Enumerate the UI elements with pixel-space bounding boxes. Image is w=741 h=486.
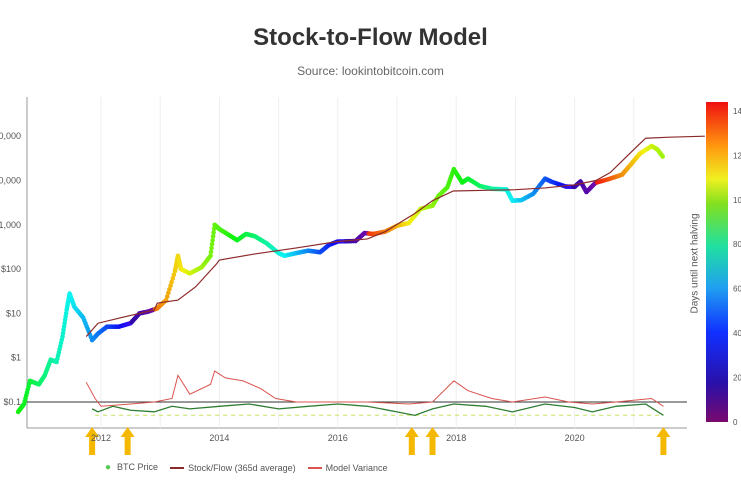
x-tick-label: 2018 — [446, 433, 466, 443]
colorbar-tick-label: 40 — [733, 329, 741, 338]
btc-price-point — [210, 237, 215, 243]
btc-price-point — [167, 286, 172, 292]
colorbar-title: Days until next halving — [689, 213, 701, 314]
btc-price-point — [166, 290, 171, 296]
x-tick-label: 2016 — [328, 433, 348, 443]
colorbar-tick-label: 0 — [733, 418, 738, 427]
y-tick-label: 1,000 — [0, 220, 21, 230]
colorbar — [706, 102, 728, 422]
btc-price-point — [211, 230, 216, 235]
colorbar-tick-label: 20 — [733, 373, 741, 382]
legend-btc-price[interactable]: ● BTC Price — [105, 462, 159, 473]
halving-arrow-icon — [404, 427, 419, 455]
btc-price-point — [660, 154, 665, 159]
legend-model-variance[interactable]: Model Variance — [307, 463, 388, 473]
colorbar-tick-label: 12 — [733, 151, 741, 160]
btc-price-point — [209, 241, 215, 247]
colorbar-tick-label: 14 — [733, 107, 741, 116]
btc-price-point — [171, 272, 177, 278]
halving-arrow-icon — [85, 427, 100, 455]
halving-arrow-icon — [656, 427, 671, 455]
colorbar-tick-label: 10 — [733, 196, 741, 205]
colorbar-tick-label: 80 — [733, 240, 741, 249]
btc-price-point — [208, 249, 214, 255]
x-tick-label: 2020 — [565, 433, 585, 443]
btc-price-point — [208, 253, 213, 259]
x-tick-label: 2012 — [91, 433, 111, 443]
legend-stock-flow[interactable]: Stock/Flow (365d average) — [170, 463, 296, 473]
btc-price-point — [210, 234, 216, 239]
chart-subtitle: Source: lookintobitcoin.com — [297, 64, 444, 78]
btc-price-point — [209, 245, 214, 251]
btc-price-point — [164, 294, 170, 299]
model-variance-red-line — [85, 370, 664, 407]
y-tick-label: 0,000 — [0, 176, 21, 186]
x-tick-label: 2014 — [209, 433, 229, 443]
btc-price-point — [168, 283, 173, 288]
y-tick-label: $100 — [1, 264, 21, 274]
btc-price-point — [169, 279, 174, 285]
y-tick-label: $1 — [11, 353, 21, 363]
legend[interactable]: ● BTC Price Stock/Flow (365d average) Mod… — [105, 462, 388, 473]
chart-title: Stock-to-Flow Model — [253, 24, 488, 51]
y-tick-label: $10 — [6, 308, 21, 318]
halving-arrow-icon — [425, 427, 440, 455]
colorbar-tick-label: 60 — [733, 285, 741, 294]
y-tick-label: $0.1 — [3, 397, 21, 407]
btc-price-point — [170, 276, 176, 281]
stock-flow-line — [85, 135, 705, 337]
halving-arrow-icon — [120, 427, 135, 455]
model-variance-green-line — [91, 403, 664, 417]
y-tick-label: 00,000 — [0, 131, 21, 141]
